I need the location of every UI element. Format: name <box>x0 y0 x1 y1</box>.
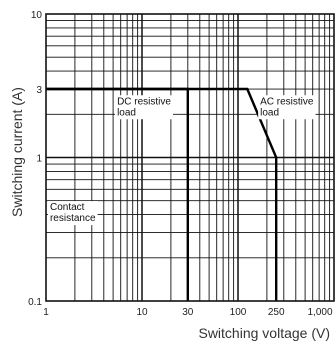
x-tick-label: 30 <box>182 307 194 318</box>
annotation-background <box>115 95 173 120</box>
annotation-background <box>47 201 98 226</box>
x-tick-label: 10 <box>136 307 148 318</box>
grid <box>46 14 334 301</box>
series-line-ac <box>46 87 278 301</box>
x-tick-label: 100 <box>230 307 247 318</box>
annotation-text: Contact <box>50 202 85 213</box>
annotation-background <box>258 95 316 120</box>
series-lines <box>46 87 278 301</box>
annotation-text: resistance <box>50 213 96 224</box>
annotation-text: load <box>117 107 136 118</box>
x-tick-label: 1 <box>43 307 49 318</box>
annotation-text: AC resistive <box>260 96 314 107</box>
y-tick-label: 3 <box>36 85 42 96</box>
y-tick-label: 0.1 <box>28 297 42 308</box>
x-axis-title: Switching voltage (V) <box>198 325 330 341</box>
y-axis-title: Switching current (A) <box>9 87 25 217</box>
y-tick-label: 1 <box>36 154 42 165</box>
annotation-text: load <box>260 107 279 118</box>
x-tick-label: 1,000 <box>307 307 332 318</box>
annotation-text: DC resistive <box>117 96 171 107</box>
x-tick-label: 250 <box>268 307 285 318</box>
plot-frame <box>45 13 335 302</box>
y-tick-label: 10 <box>31 10 43 21</box>
